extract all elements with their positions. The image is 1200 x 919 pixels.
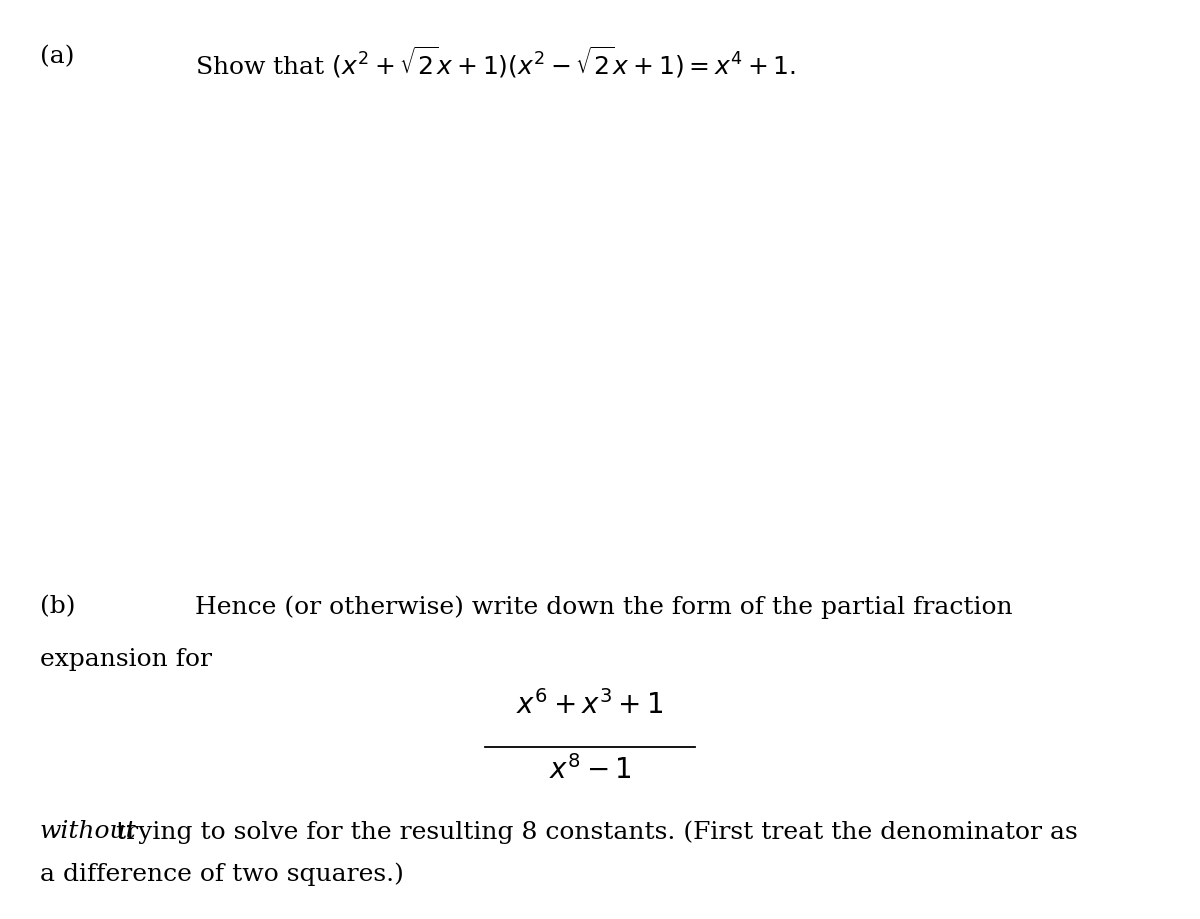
Text: $x^6 + x^3 + 1$: $x^6 + x^3 + 1$ (516, 689, 664, 720)
Text: (a): (a) (40, 45, 74, 68)
Text: Show that $(x^2 + \sqrt{2}x + 1)(x^2 - \sqrt{2}x + 1) = x^4 + 1.$: Show that $(x^2 + \sqrt{2}x + 1)(x^2 - \… (194, 45, 796, 80)
Text: without: without (40, 819, 137, 842)
Text: $x^8 - 1$: $x^8 - 1$ (548, 754, 631, 784)
Text: expansion for: expansion for (40, 647, 212, 670)
Text: Hence (or otherwise) write down the form of the partial fraction: Hence (or otherwise) write down the form… (194, 595, 1013, 618)
Text: a difference of two squares.): a difference of two squares.) (40, 861, 404, 885)
Text: (b): (b) (40, 595, 76, 618)
Text: trying to solve for the resulting 8 constants. (First treat the denominator as: trying to solve for the resulting 8 cons… (108, 819, 1078, 843)
